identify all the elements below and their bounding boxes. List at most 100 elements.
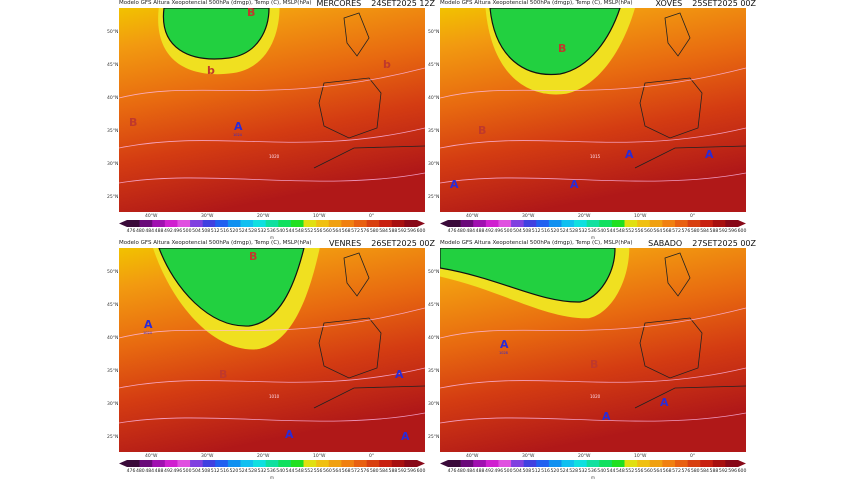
colorbar-tick: 508 [201,469,211,474]
colorbar-swatch [649,220,663,227]
high-pressure-marker: A [660,396,669,409]
colorbar-swatch [379,460,393,467]
colorbar-tick: 584 [379,469,388,474]
longitude-label: 30°W [201,214,214,219]
pressure-value: 1024 [143,331,153,335]
colorbar-tick: 564 [332,469,342,474]
high-pressure-marker: A [285,428,294,441]
colorbar-swatch [215,220,229,227]
colorbar-swatch [536,460,550,467]
latitude-label: 40°N [428,96,440,101]
latitude-label: 25°N [428,195,440,200]
colorbar-swatch [253,220,266,227]
colorbar-swatch [637,460,651,467]
low-pressure-marker: b [207,64,215,77]
colorbar-tick: 528 [569,229,578,234]
colorbar-tick: 516 [220,469,229,474]
colorbar-swatch [328,460,342,467]
isobar-label: 1020 [590,394,601,399]
green-trough [440,248,616,303]
colorbar-swatch [202,460,216,467]
colorbar-tick: 520 [550,469,560,474]
latitude-label: 45°N [428,303,440,308]
colorbar-tick: 488 [154,229,164,234]
colorbar [119,220,425,227]
colorbar-tick: 508 [201,229,211,234]
colorbar-swatch [637,220,651,227]
colorbar [440,220,746,227]
colorbar-tick: 532 [257,469,267,474]
coastline-africa [313,145,425,169]
colorbar-swatch [523,220,537,227]
colorbar-swatch [353,220,367,227]
latitude-label: 45°N [107,63,119,68]
colorbar-swatch [548,460,562,467]
colorbar-tick: 504 [192,229,201,234]
latitude-label: 25°N [428,435,440,440]
colorbar-swatch [611,460,625,467]
colorbar-tick: 536 [587,469,597,474]
latitude-label: 30°N [428,162,440,167]
colorbar-tick: 592 [718,469,728,474]
panel-title: Modelo GFS Altura Xeopotencial 500hPa (d… [119,240,312,246]
coastline-africa [634,385,746,409]
colorbar-tick: 560 [644,229,653,234]
colorbar-tick: 568 [341,469,351,474]
colorbar-swatch [536,220,550,227]
colorbar-swatch [366,220,380,227]
colorbar-swatch [511,220,524,227]
latitude-label: 40°N [107,336,119,341]
colorbar-tick: 476 [447,469,457,474]
colorbar-unit: m [270,235,274,240]
longitude-label: 30°W [522,214,535,219]
colorbar-tick: 576 [360,229,370,234]
colorbar-tick: 580 [690,229,700,234]
pressure-value: 1024 [233,133,243,137]
low-pressure-marker: B [590,358,598,371]
colorbar-swatch [404,220,418,227]
isobars [119,307,425,424]
colorbar-swatch [139,220,153,227]
longitude-label: 30°W [522,454,535,459]
colorbar-swatch [511,460,524,467]
forecast-panel: Modelo GFS Altura Xeopotencial 500hPa (d… [428,239,758,480]
colorbar-tick: 568 [662,229,672,234]
colorbar-tick: 520 [229,469,239,474]
longitude-label: 40°W [145,214,158,219]
latitude-label: 50°N [107,30,119,35]
colorbar-tick: 544 [606,469,616,474]
colorbar-tick: 564 [653,229,663,234]
colorbar-tick: 568 [341,229,351,234]
colorbar-swatch [586,460,600,467]
longitude-label: 40°W [466,214,479,219]
colorbar-swatch [523,460,537,467]
green-trough [158,248,305,327]
colorbar-tick: 600 [737,469,747,474]
colorbar-tick: 512 [531,469,541,474]
pressure-value: 1028 [499,351,508,355]
colorbar-swatch [265,220,279,227]
latitude-label: 50°N [428,270,440,275]
colorbar-tick: 548 [615,469,625,474]
colorbar-swatch [127,220,140,227]
panel-date: MERCORES 24SET2025 12Z [316,0,435,8]
colorbar-tick: 588 [709,229,719,234]
colorbar-tick: 596 [407,469,417,474]
colorbar-tick: 572 [672,229,681,234]
colorbar-swatch [674,460,688,467]
latitude-label: 25°N [107,195,119,200]
colorbar-tick: 588 [388,469,398,474]
colorbar-tick: 584 [379,229,388,234]
colorbar-swatch [460,220,474,227]
colorbar-swatch [278,460,292,467]
latitude-label: 30°N [107,402,119,407]
colorbar-tick: 540 [276,229,286,234]
colorbar-tick: 512 [531,229,541,234]
high-pressure-marker: A [705,148,714,161]
colorbar-swatch [687,220,701,227]
latitude-label: 35°N [428,129,440,134]
forecast-panel: Modelo GFS Altura Xeopotencial 500hPa (d… [107,0,437,240]
colorbar-tick: 480 [135,229,145,234]
low-pressure-marker: B [129,116,137,129]
isobars [440,67,746,184]
